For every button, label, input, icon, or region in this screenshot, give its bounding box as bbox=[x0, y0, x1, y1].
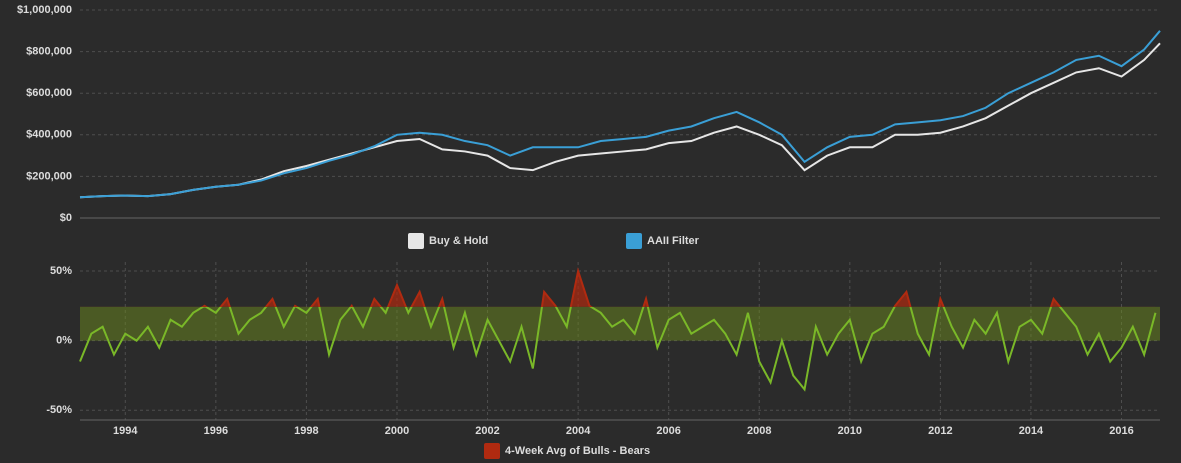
x-tick-label: 2006 bbox=[656, 425, 680, 437]
y-tick-label: $600,000 bbox=[26, 87, 72, 99]
x-tick-label: 2010 bbox=[838, 425, 862, 437]
x-tick-label: 1996 bbox=[204, 425, 228, 437]
legend-label: AAII Filter bbox=[647, 235, 700, 247]
x-tick-label: 2002 bbox=[475, 425, 499, 437]
x-tick-label: 1998 bbox=[294, 425, 318, 437]
legend-swatch bbox=[408, 233, 424, 249]
legend-label: 4-Week Avg of Bulls - Bears bbox=[505, 445, 650, 457]
series-line bbox=[79, 42, 1161, 199]
x-tick-label: 2014 bbox=[1019, 425, 1044, 437]
legend-swatch bbox=[484, 443, 500, 459]
y-tick-label: $800,000 bbox=[26, 46, 72, 58]
x-tick-label: 2008 bbox=[747, 425, 771, 437]
series-line bbox=[79, 30, 1161, 199]
x-tick-label: 2016 bbox=[1109, 425, 1133, 437]
x-tick-label: 2012 bbox=[928, 425, 952, 437]
x-tick-label: 1994 bbox=[113, 425, 138, 437]
legend-label: Buy & Hold bbox=[429, 235, 488, 247]
legend-swatch bbox=[626, 233, 642, 249]
y-tick-label: $0 bbox=[60, 212, 72, 224]
y-tick-label: 0% bbox=[56, 335, 72, 347]
x-tick-label: 2004 bbox=[566, 425, 591, 437]
y-tick-label: -50% bbox=[46, 404, 72, 416]
y-tick-label: $200,000 bbox=[26, 170, 72, 182]
y-tick-label: $400,000 bbox=[26, 129, 72, 141]
threshold-band bbox=[80, 306, 1160, 341]
series-line bbox=[79, 306, 1157, 392]
x-tick-label: 2000 bbox=[385, 425, 409, 437]
y-tick-label: 50% bbox=[50, 265, 72, 277]
y-tick-label: $1,000,000 bbox=[17, 4, 72, 16]
